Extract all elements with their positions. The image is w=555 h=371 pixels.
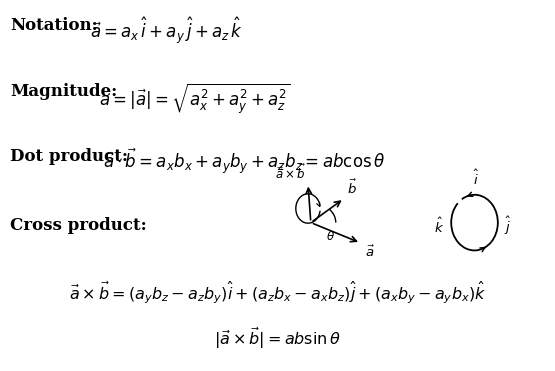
Text: $\vec{a}\times\vec{b}$: $\vec{a}\times\vec{b}$ <box>275 164 305 182</box>
Text: Dot product:: Dot product: <box>10 148 128 165</box>
Text: $\vec{a} = a_x\,\hat{i} + a_y\,\hat{j} + a_z\,\hat{k}$: $\vec{a} = a_x\,\hat{i} + a_y\,\hat{j} +… <box>90 15 243 46</box>
Text: Notation:: Notation: <box>10 17 98 34</box>
Text: $a = |\vec{a}| = \sqrt{a_x^2 + a_y^2 + a_z^2}$: $a = |\vec{a}| = \sqrt{a_x^2 + a_y^2 + a… <box>99 82 290 116</box>
Text: $\vec{a}$: $\vec{a}$ <box>365 245 375 260</box>
Text: $\hat{j}$: $\hat{j}$ <box>504 215 512 237</box>
Text: $\vec{a}\cdot\vec{b} = a_x b_x + a_y b_y + a_z b_z = ab\cos\theta$: $\vec{a}\cdot\vec{b} = a_x b_x + a_y b_y… <box>103 147 386 176</box>
Text: $|\vec{a}\times\vec{b}| = ab\sin\theta$: $|\vec{a}\times\vec{b}| = ab\sin\theta$ <box>214 325 341 351</box>
Text: Magnitude:: Magnitude: <box>10 83 117 101</box>
Text: $\hat{i}$: $\hat{i}$ <box>473 169 480 188</box>
Text: $\vec{a}\times\vec{b} = (a_y b_z - a_z b_y)\hat{i} + (a_z b_x - a_x b_z)\hat{j} : $\vec{a}\times\vec{b} = (a_y b_z - a_z b… <box>69 279 486 306</box>
Text: $\theta$: $\theta$ <box>326 230 335 243</box>
Text: $\vec{b}$: $\vec{b}$ <box>347 179 357 197</box>
Text: Cross product:: Cross product: <box>10 217 147 234</box>
Text: $\hat{k}$: $\hat{k}$ <box>435 217 445 236</box>
